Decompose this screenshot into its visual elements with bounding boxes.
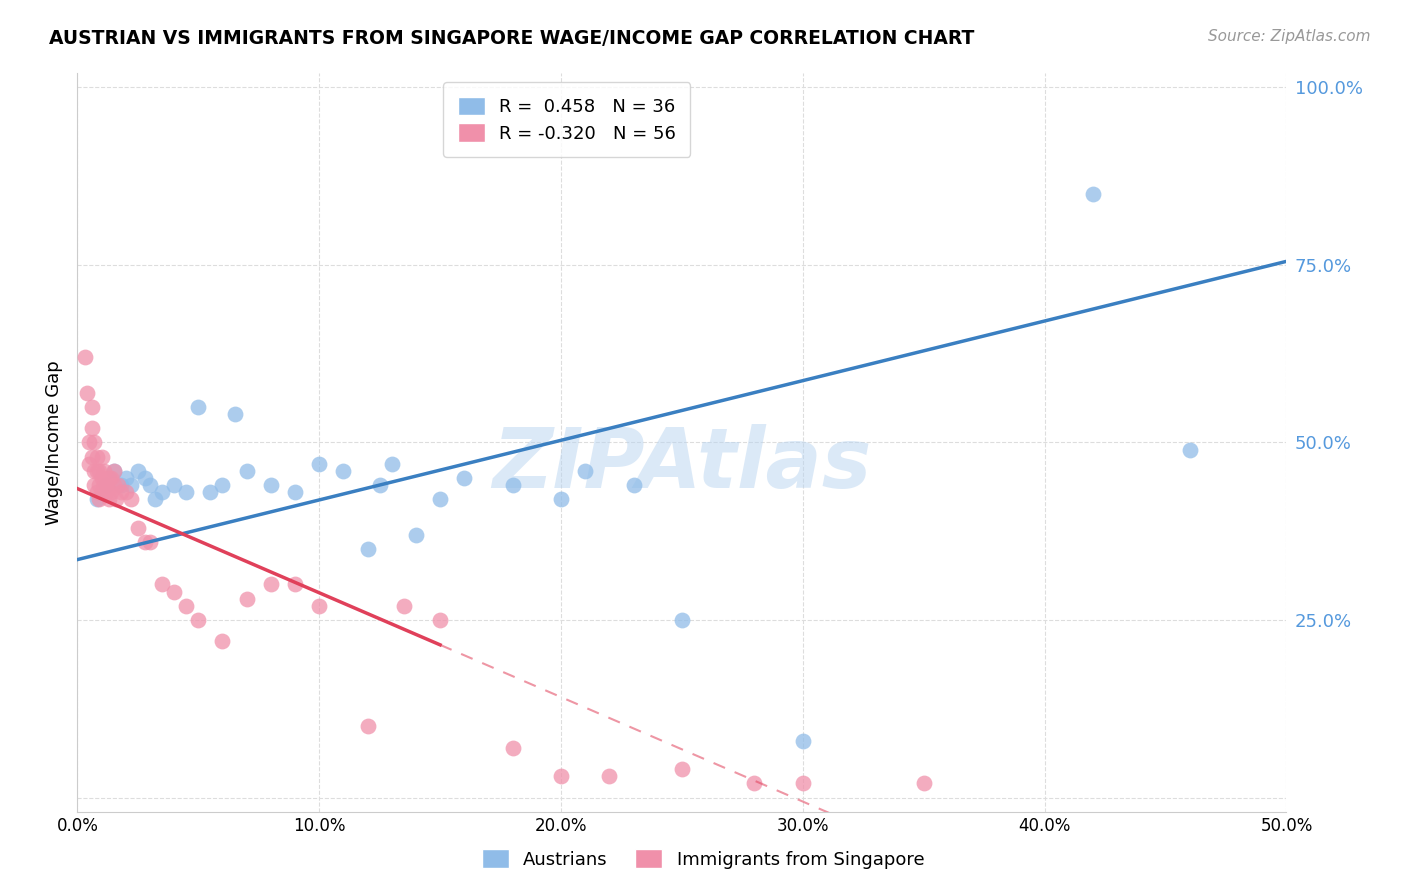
Point [332,464,354,478]
Point [912,776,935,790]
Point [103,478,125,492]
Point [671,762,693,776]
Point [187,400,209,414]
Point [80,400,103,414]
Point [127,464,149,478]
Point [114,485,136,500]
Point [174,599,197,613]
Point [80,421,103,435]
Point [224,407,246,421]
Point [120,492,142,507]
Point [143,492,166,507]
Point [96,478,118,492]
Point [792,733,814,747]
Point [127,521,149,535]
Point [100,471,122,485]
Point [308,599,330,613]
Point [405,528,427,542]
Point [211,478,233,492]
Point [80,450,103,464]
Point [623,478,645,492]
Point [103,464,125,478]
Point [79,435,101,450]
Y-axis label: Wage/Income Gap: Wage/Income Gap [45,360,63,524]
Point [550,769,572,783]
Point [150,485,173,500]
Point [103,464,125,478]
Point [90,485,112,500]
Point [550,492,572,507]
Point [86,464,108,478]
Point [1081,186,1104,201]
Point [83,464,105,478]
Point [120,478,142,492]
Point [87,464,110,478]
Point [163,584,186,599]
Point [107,478,129,492]
Point [260,577,283,591]
Point [381,457,404,471]
Text: ZIPAtlas: ZIPAtlas [492,424,872,505]
Point [260,478,283,492]
Point [134,471,156,485]
Point [86,485,108,500]
Point [73,350,96,364]
Point [429,613,451,627]
Point [87,478,110,492]
Legend: Austrians, Immigrants from Singapore: Austrians, Immigrants from Singapore [475,842,931,876]
Point [97,471,120,485]
Point [114,471,136,485]
Point [200,485,222,500]
Point [174,485,197,500]
Point [368,478,391,492]
Point [211,634,233,648]
Point [356,541,378,556]
Point [90,450,112,464]
Point [574,464,596,478]
Point [79,457,101,471]
Point [139,534,162,549]
Point [284,577,307,591]
Legend: R =  0.458   N = 36, R = -0.320   N = 56: R = 0.458 N = 36, R = -0.320 N = 56 [443,82,690,157]
Point [105,492,128,507]
Point [97,492,120,507]
Point [502,478,524,492]
Point [96,485,118,500]
Point [187,613,209,627]
Point [96,478,118,492]
Point [163,478,186,492]
Point [598,769,620,783]
Point [308,457,330,471]
Point [83,478,105,492]
Point [110,485,132,500]
Point [93,464,115,478]
Point [235,591,257,606]
Point [671,613,693,627]
Point [502,740,524,755]
Point [76,385,98,400]
Point [87,492,110,507]
Point [284,485,307,500]
Point [90,471,112,485]
Point [134,534,156,549]
Point [139,478,162,492]
Point [429,492,451,507]
Point [744,776,766,790]
Point [356,719,378,733]
Text: AUSTRIAN VS IMMIGRANTS FROM SINGAPORE WAGE/INCOME GAP CORRELATION CHART: AUSTRIAN VS IMMIGRANTS FROM SINGAPORE WA… [49,29,974,47]
Point [150,577,173,591]
Point [392,599,415,613]
Point [1178,442,1201,457]
Point [86,492,108,507]
Point [93,478,115,492]
Point [86,450,108,464]
Point [453,471,475,485]
Point [235,464,257,478]
Point [83,435,105,450]
Point [792,776,814,790]
Point [110,478,132,492]
Text: Source: ZipAtlas.com: Source: ZipAtlas.com [1208,29,1371,44]
Point [100,485,122,500]
